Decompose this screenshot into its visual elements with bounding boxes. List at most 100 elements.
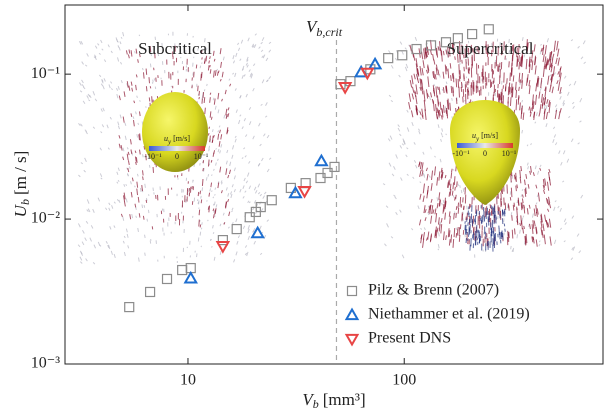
vector [118,95,121,101]
vector [535,211,538,217]
vector [260,103,263,106]
vector [525,187,527,194]
vector [431,170,434,180]
vector [124,122,127,126]
vector [509,197,512,201]
vector [454,211,456,215]
cb-label: -10⁻¹ [452,149,470,158]
vector [413,160,417,163]
vector [578,250,582,254]
vector [130,191,133,198]
vector [122,195,125,202]
vector [86,199,90,204]
vector [100,131,103,134]
vector [247,200,250,203]
vector [212,50,215,56]
vector [253,186,257,191]
vector [211,246,213,248]
vector [534,121,537,124]
vector [117,45,120,48]
vector [388,94,392,98]
vector [122,216,125,221]
vector [399,41,403,45]
vector [228,211,231,217]
vector [127,54,130,59]
vector [243,118,246,122]
vector [204,38,206,43]
vector [110,50,113,54]
vector [435,86,438,98]
vector [229,161,232,167]
vector [535,226,538,235]
vector [209,188,212,192]
vector [456,229,459,236]
vector [537,77,540,88]
vector [97,43,100,46]
vector [217,109,220,114]
vector [116,198,119,202]
vector [567,91,570,96]
vector [564,222,567,225]
vector [220,182,223,185]
vector [559,72,562,82]
vector [454,196,456,201]
vector [430,92,433,98]
vector [254,189,258,194]
vector [442,71,445,79]
vector [228,169,231,175]
vector [418,130,421,135]
vector [450,85,453,94]
vector [116,171,119,175]
vector [132,116,135,119]
vector [527,166,529,170]
vector [258,46,261,49]
vector [237,42,240,46]
vector [212,208,215,212]
vector [452,45,454,55]
vector [122,156,125,161]
marker [397,50,408,61]
vector [207,132,210,136]
vector [509,97,512,106]
vector [409,44,412,52]
vector [511,44,514,52]
vector [544,56,547,67]
vector [246,251,249,257]
vector [444,212,447,220]
vector [435,112,438,120]
vector [216,71,219,76]
vector [225,168,228,175]
cb-label: 10⁻¹ [194,152,209,161]
vector [415,107,418,113]
vector [245,93,248,98]
vector [214,187,217,190]
vector [448,239,451,246]
vector [219,150,221,154]
vector [429,146,432,150]
vector [516,201,518,204]
vector [214,105,217,110]
vector [553,206,556,211]
vector [444,174,447,179]
vector [212,203,215,206]
vector [557,71,560,75]
vector [252,87,255,92]
vector [219,251,222,255]
vector [440,224,443,234]
vector [111,205,114,209]
vector [560,161,563,166]
vector [450,172,453,179]
vector [388,50,391,54]
vector [117,167,120,172]
vector [135,215,137,218]
vector [526,42,529,54]
vector [447,98,450,110]
vector [90,225,94,229]
vector [239,114,242,117]
vector [549,63,553,68]
marker [161,273,173,285]
vector [566,158,570,163]
vector [533,208,536,217]
vector [445,85,448,94]
legend-label: Pilz & Brenn (2007) [368,282,499,299]
